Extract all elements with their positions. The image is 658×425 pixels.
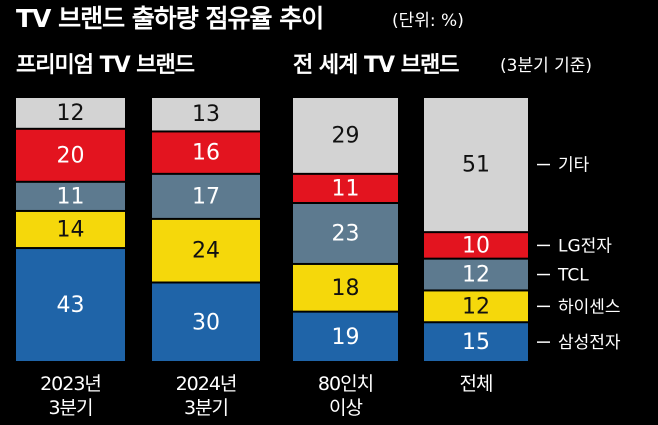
- data-label: 24: [192, 239, 220, 264]
- category-label: 전체: [459, 373, 494, 395]
- legend-label: TCL: [557, 266, 589, 286]
- bar-segment: [293, 174, 398, 202]
- data-label: 18: [332, 276, 360, 301]
- data-label: 12: [57, 101, 85, 126]
- bar-segment: [424, 259, 528, 290]
- data-label: 20: [57, 143, 85, 168]
- data-label: 13: [192, 102, 220, 127]
- unit: (단위: %): [392, 11, 464, 31]
- data-label: 11: [57, 184, 85, 209]
- bar-segment: [16, 98, 125, 128]
- chart-subtitle: 프리미엄 TV 브랜드: [16, 53, 195, 78]
- bar-segment: [424, 98, 528, 232]
- data-label: 23: [332, 221, 360, 246]
- bar-segment: [152, 174, 260, 218]
- data-label: 16: [192, 141, 220, 166]
- bar-segment: [293, 312, 398, 361]
- data-label: 11: [332, 176, 360, 201]
- category-label: 2024년 3분기: [175, 373, 238, 419]
- category-label: 2023년 3분기: [40, 373, 102, 419]
- data-label: 10: [462, 233, 490, 258]
- data-label: 30: [192, 310, 220, 335]
- bar-segment: [152, 219, 260, 282]
- data-label: 51: [462, 153, 490, 178]
- bar-segment: [293, 264, 398, 311]
- bar-segment: [16, 182, 125, 210]
- data-label: 12: [462, 263, 490, 288]
- chart-subtitle: 전 세계 TV 브랜드: [293, 53, 459, 78]
- bar-segment: [424, 291, 528, 322]
- data-label: 15: [462, 330, 490, 355]
- legend-label: LG전자: [558, 236, 612, 256]
- bar-segment: [152, 283, 260, 361]
- chart-note: (3분기 기준): [500, 56, 592, 76]
- bar-segment: [152, 98, 260, 131]
- bar-segment: [16, 129, 125, 181]
- data-label: 14: [57, 218, 85, 243]
- data-label: 12: [462, 294, 490, 319]
- bar-segment: [293, 204, 398, 263]
- title: TV 브랜드 출하량 점유율 추이: [16, 4, 323, 33]
- data-label: 17: [192, 184, 220, 209]
- bar-segment: [424, 323, 528, 361]
- bar-segment: [152, 132, 260, 173]
- data-label: 29: [332, 123, 360, 148]
- legend-label: 하이센스: [558, 297, 621, 317]
- data-label: 43: [57, 293, 85, 318]
- bar-segment: [16, 211, 125, 248]
- bar-segment: [293, 98, 398, 173]
- bar-segment: [16, 249, 125, 361]
- category-label: 80인치 이상: [317, 373, 374, 419]
- data-label: 19: [332, 325, 360, 350]
- bar-segment: [424, 233, 528, 258]
- legend-label: 기타: [558, 156, 590, 176]
- legend-label: 삼성전자: [558, 333, 621, 353]
